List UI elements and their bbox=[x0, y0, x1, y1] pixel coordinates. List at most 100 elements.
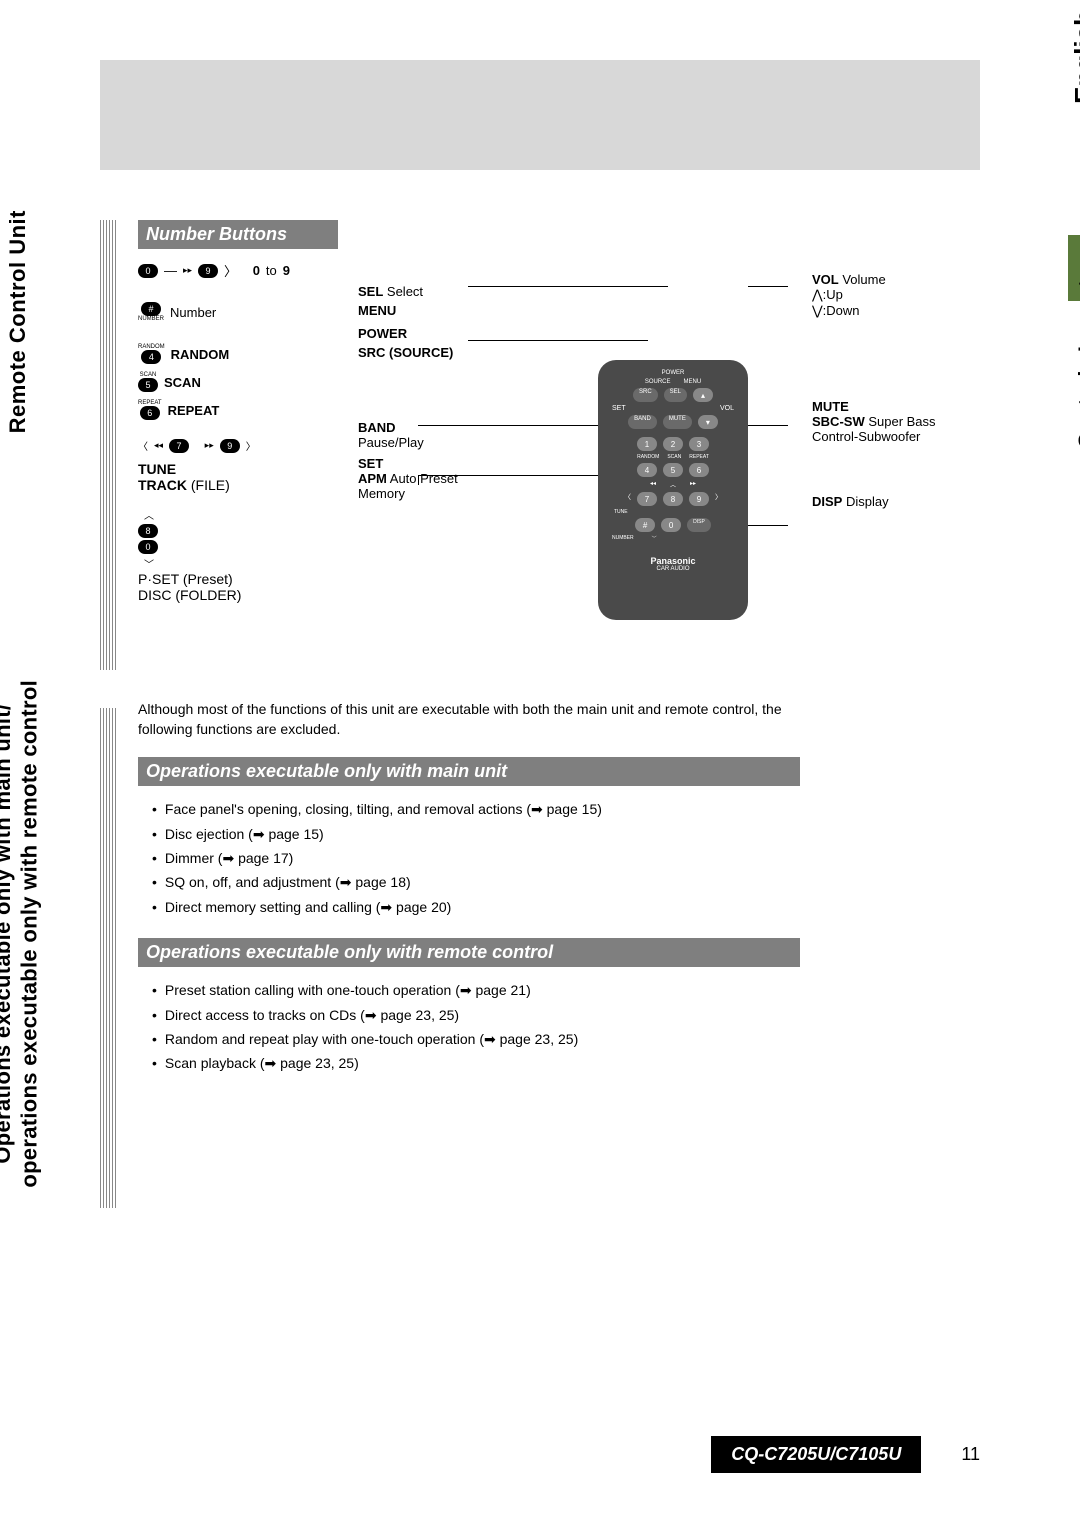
r-rw-icon: ◂◂ bbox=[650, 480, 656, 489]
r-power: POWER bbox=[662, 370, 685, 376]
rb1: 1 bbox=[637, 437, 657, 451]
scan-row: SCAN 5 SCAN bbox=[138, 372, 338, 392]
sbcsw-text: Super Bass bbox=[865, 414, 936, 429]
range-row: 0 — ▸▸ 9 〉 0 to 9 bbox=[138, 261, 338, 280]
rb4: 4 bbox=[637, 463, 657, 477]
ops-line2: operations executable only with remote c… bbox=[16, 680, 41, 1188]
random-label: RANDOM bbox=[171, 347, 230, 362]
rw-icon: ◂◂ bbox=[154, 441, 163, 450]
volume-text: Volume bbox=[839, 272, 886, 287]
r-sel: SEL bbox=[664, 388, 687, 402]
page-number: 11 bbox=[961, 1444, 980, 1465]
list-item: Direct memory setting and calling (➡ pag… bbox=[152, 896, 800, 918]
pauseplay-label: Pause/Play bbox=[358, 435, 458, 450]
r-set: SET bbox=[612, 405, 626, 412]
random-row: RANDOM 4 RANDOM bbox=[138, 344, 338, 364]
pill-5: 5 bbox=[138, 378, 158, 392]
r-down: ▾ bbox=[698, 415, 718, 429]
apm-label: APM bbox=[358, 471, 387, 486]
seven-nine-row: 〈 ◂◂ 7 ▸▸ 9 〉 bbox=[138, 438, 338, 453]
band-label: BAND bbox=[358, 420, 458, 435]
pill-8: 8 bbox=[138, 524, 158, 538]
tune-label: TUNE bbox=[138, 461, 176, 477]
r-band: BAND bbox=[628, 415, 657, 429]
r-dn2-icon: ﹀ bbox=[652, 535, 657, 542]
down-icon: ⋁ bbox=[812, 303, 823, 318]
disc-label: DISC (FOLDER) bbox=[138, 587, 338, 603]
range-label-to: to bbox=[266, 263, 277, 278]
pill-6: 6 bbox=[140, 406, 160, 420]
chevron-down-icon: ﹀ bbox=[144, 556, 154, 571]
range-label-0: 0 bbox=[253, 263, 260, 278]
repeat-row: REPEAT 6 REPEAT bbox=[138, 400, 338, 420]
ops-content: Although most of the functions of this u… bbox=[138, 690, 980, 1208]
leader-line bbox=[418, 475, 603, 485]
right-labels: VOL Volume ⋀:Up ⋁:Down MUTE SBC-SW Super… bbox=[800, 220, 980, 670]
ff-icon-2: ▸▸ bbox=[205, 441, 214, 450]
sbcsw-label: SBC-SW bbox=[812, 414, 865, 429]
leader-line bbox=[418, 425, 603, 426]
r-repeat: REPEAT bbox=[689, 454, 709, 460]
brand-sub: CAR AUDIO bbox=[606, 566, 740, 572]
r-mute: MUTE bbox=[663, 415, 692, 429]
r-vol: VOL bbox=[720, 405, 734, 412]
number-label: Number bbox=[170, 305, 216, 320]
pill-hash-sub: NUMBER bbox=[138, 316, 164, 322]
sel-label: SEL bbox=[358, 284, 383, 299]
operations-section: Although most of the functions of this u… bbox=[100, 690, 980, 1208]
select-text: Select bbox=[383, 284, 423, 299]
leader-line bbox=[468, 340, 648, 341]
memory-label: Memory bbox=[358, 486, 458, 501]
disp-label: DISP bbox=[812, 494, 842, 509]
footer: CQ-C7205U/C7105U 11 bbox=[100, 1436, 980, 1473]
ops-main-header: Operations executable only with main uni… bbox=[138, 757, 800, 786]
page: Remote Control Unit Operations executabl… bbox=[0, 0, 1080, 1528]
pill-9: 9 bbox=[198, 264, 218, 278]
side-label-controls: Controls Layout bbox=[1074, 280, 1080, 449]
ops-remote-header: Operations executable only with remote c… bbox=[138, 938, 800, 967]
number-row: # NUMBER Number bbox=[138, 302, 338, 322]
side-label-remote: Remote Control Unit bbox=[5, 210, 31, 433]
r-random: RANDOM bbox=[637, 454, 659, 460]
r-scan: SCAN bbox=[667, 454, 681, 460]
pill-9b: 9 bbox=[220, 439, 240, 453]
list-item: SQ on, off, and adjustment (➡ page 18) bbox=[152, 871, 800, 893]
pill-0: 0 bbox=[138, 540, 158, 554]
pset-label: P·SET (Preset) bbox=[138, 571, 338, 587]
control-sub: Control-Subwoofer bbox=[812, 429, 920, 444]
list-item: Random and repeat play with one-touch op… bbox=[152, 1028, 800, 1050]
track-label: TRACK bbox=[138, 477, 187, 493]
rb8: 8 bbox=[663, 492, 683, 506]
track-file: (FILE) bbox=[187, 477, 230, 493]
remote-section: Number Buttons 0 — ▸▸ 9 〉 0 to 9 # NUMBE… bbox=[100, 220, 980, 670]
leader-line bbox=[468, 286, 668, 287]
src-label: SRC (SOURCE) bbox=[358, 345, 458, 360]
display-text: Display bbox=[842, 494, 888, 509]
pill-4: 4 bbox=[141, 350, 161, 364]
ops-main-list: Face panel's opening, closing, tilting, … bbox=[138, 798, 800, 918]
repeat-label: REPEAT bbox=[168, 403, 220, 418]
rbh: # bbox=[635, 518, 655, 532]
leader-line bbox=[748, 286, 788, 287]
ff-icon: ▸▸ bbox=[183, 266, 192, 275]
rb7: 7 bbox=[637, 492, 657, 506]
diagram-column: SEL Select MENU POWER SRC (SOURCE) BAND … bbox=[358, 220, 800, 670]
pill-hash: # bbox=[141, 302, 161, 316]
set-label: SET bbox=[358, 456, 458, 471]
down-text: :Down bbox=[823, 303, 860, 318]
r-ff-icon: ▸▸ bbox=[690, 480, 696, 489]
rb0: 0 bbox=[661, 518, 681, 532]
leader-line bbox=[748, 425, 788, 426]
vol-label: VOL bbox=[812, 272, 839, 287]
r-up2-icon: ︿ bbox=[670, 480, 676, 489]
rb9: 9 bbox=[689, 492, 709, 506]
rb3: 3 bbox=[689, 437, 709, 451]
stripe-decoration bbox=[100, 220, 118, 670]
stripe-decoration-2 bbox=[100, 708, 118, 1208]
r-src: SRC bbox=[633, 388, 658, 402]
r-up: ▴ bbox=[693, 388, 713, 402]
list-item: Preset station calling with one-touch op… bbox=[152, 979, 800, 1001]
model-box: CQ-C7205U/C7105U bbox=[711, 1436, 921, 1473]
r-disp: DISP bbox=[687, 518, 711, 532]
rb2: 2 bbox=[663, 437, 683, 451]
